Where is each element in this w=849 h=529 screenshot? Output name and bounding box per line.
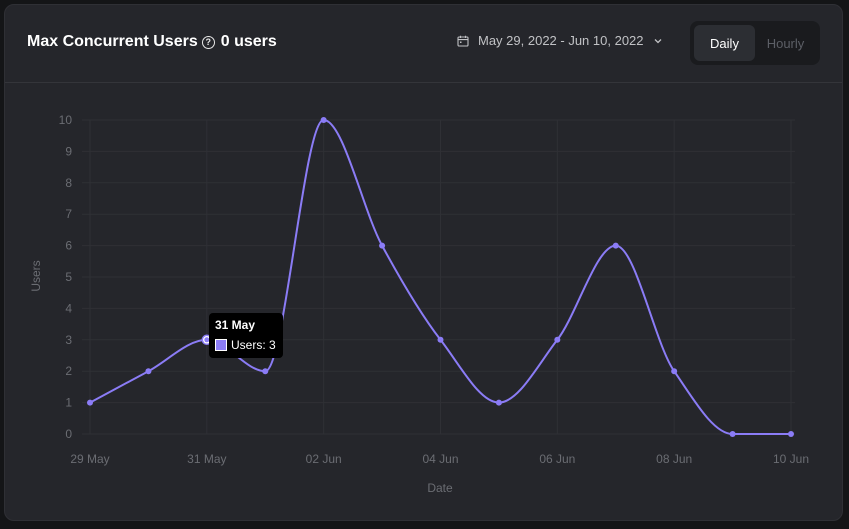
x-axis-title: Date	[427, 481, 453, 495]
y-tick-label: 4	[65, 301, 72, 315]
data-point	[262, 368, 269, 375]
y-tick-label: 7	[65, 207, 72, 221]
highlighted-point-core	[204, 337, 210, 343]
series-swatch	[215, 339, 227, 351]
data-point	[612, 242, 619, 249]
data-point	[554, 336, 561, 343]
granularity-toggle: Daily Hourly	[690, 21, 820, 65]
chart-card: Max Concurrent Users ? 0 users May 29, 2…	[4, 4, 843, 521]
y-axis-title: Users	[29, 260, 43, 291]
chart-tooltip: 31 May Users: 3	[209, 313, 283, 358]
y-tick-label: 6	[65, 239, 72, 253]
page-title: Max Concurrent Users	[27, 33, 198, 50]
data-point	[495, 399, 502, 406]
date-range-label: May 29, 2022 - Jun 10, 2022	[478, 33, 644, 48]
question-circle-icon[interactable]: ?	[201, 35, 215, 49]
y-tick-label: 8	[65, 176, 72, 190]
tooltip-value: Users: 3	[231, 338, 276, 352]
x-tick-label: 31 May	[187, 452, 226, 466]
data-point	[145, 368, 152, 375]
x-tick-label: 29 May	[70, 452, 109, 466]
y-tick-label: 0	[65, 427, 72, 441]
y-tick-label: 10	[59, 113, 73, 127]
y-tick-label: 9	[65, 144, 72, 158]
title-group: Max Concurrent Users ? 0 users	[27, 33, 277, 51]
x-tick-label: 02 Jun	[306, 452, 342, 466]
data-point	[788, 431, 794, 437]
y-tick-label: 3	[65, 333, 72, 347]
data-point	[437, 336, 444, 343]
card-header: Max Concurrent Users ? 0 users May 29, 2…	[5, 5, 842, 83]
x-tick-label: 10 Jun	[773, 452, 809, 466]
daily-toggle-button[interactable]: Daily	[694, 25, 755, 61]
data-point	[379, 242, 386, 249]
y-tick-label: 1	[65, 396, 72, 410]
y-tick-label: 5	[65, 270, 72, 284]
data-point	[729, 431, 736, 437]
date-range-picker[interactable]: May 29, 2022 - Jun 10, 2022	[457, 33, 663, 48]
tooltip-row: Users: 3	[215, 338, 276, 352]
x-tick-label: 04 Jun	[422, 452, 458, 466]
data-point	[671, 368, 678, 375]
x-tick-label: 08 Jun	[656, 452, 692, 466]
tooltip-title: 31 May	[215, 318, 256, 332]
calendar-icon	[457, 35, 469, 47]
y-tick-label: 2	[65, 364, 72, 378]
x-tick-label: 06 Jun	[539, 452, 575, 466]
user-count: 0 users	[220, 33, 277, 50]
hourly-toggle-button[interactable]: Hourly	[766, 35, 805, 51]
data-point	[87, 399, 93, 406]
data-point	[320, 117, 327, 123]
chevron-down-icon	[654, 38, 661, 43]
